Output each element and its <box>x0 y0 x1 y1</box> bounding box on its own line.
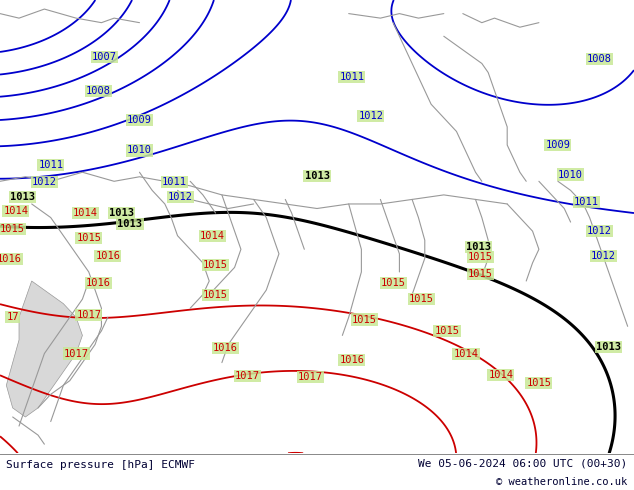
Text: 1013: 1013 <box>304 171 330 181</box>
Text: 1015: 1015 <box>526 378 552 388</box>
Text: 1010: 1010 <box>558 170 583 179</box>
Text: 1013: 1013 <box>117 220 143 229</box>
Text: 1016: 1016 <box>212 343 238 353</box>
Polygon shape <box>6 281 82 417</box>
Text: 1012: 1012 <box>586 226 612 236</box>
Text: 1014: 1014 <box>3 206 29 216</box>
Text: 1014: 1014 <box>488 370 514 380</box>
Text: 1014: 1014 <box>453 349 479 360</box>
Text: 1013: 1013 <box>10 192 35 202</box>
Text: Surface pressure [hPa] ECMWF: Surface pressure [hPa] ECMWF <box>6 460 195 470</box>
Text: 1015: 1015 <box>434 326 460 336</box>
Text: 1014: 1014 <box>200 231 225 241</box>
Text: 1016: 1016 <box>339 355 365 366</box>
Text: 1015: 1015 <box>468 269 493 279</box>
Text: 1015: 1015 <box>203 290 228 299</box>
Text: 1015: 1015 <box>409 294 434 304</box>
Text: 1012: 1012 <box>591 251 616 261</box>
Text: 1015: 1015 <box>380 278 406 288</box>
Text: 1012: 1012 <box>32 177 57 187</box>
Text: © weatheronline.co.uk: © weatheronline.co.uk <box>496 477 628 487</box>
Text: 1008: 1008 <box>586 54 612 64</box>
Text: 1015: 1015 <box>468 252 493 263</box>
Text: 1007: 1007 <box>92 51 117 62</box>
Text: 17: 17 <box>6 312 19 322</box>
Text: 1013: 1013 <box>109 208 134 218</box>
Text: 1010: 1010 <box>127 146 152 155</box>
Text: 1008: 1008 <box>86 86 111 96</box>
Text: 1017: 1017 <box>76 310 101 320</box>
Text: 1012: 1012 <box>168 192 193 202</box>
Text: 1017: 1017 <box>235 371 260 381</box>
Text: 1017: 1017 <box>63 348 89 359</box>
Text: 1011: 1011 <box>339 72 365 82</box>
Text: 1015: 1015 <box>203 260 228 270</box>
Text: 1015: 1015 <box>0 224 25 234</box>
Text: 1015: 1015 <box>352 315 377 324</box>
Text: 1014: 1014 <box>73 208 98 218</box>
Text: 1013: 1013 <box>466 242 491 252</box>
Text: 1016: 1016 <box>95 251 120 261</box>
Text: 1009: 1009 <box>127 115 152 125</box>
Text: 1011: 1011 <box>574 196 599 207</box>
Text: 1011: 1011 <box>38 160 63 171</box>
Text: 1017: 1017 <box>298 372 323 382</box>
Text: 1016: 1016 <box>0 254 22 264</box>
Text: 1015: 1015 <box>76 233 101 243</box>
Text: 1013: 1013 <box>596 342 621 352</box>
Text: 1012: 1012 <box>358 111 384 121</box>
Text: 1011: 1011 <box>162 177 187 187</box>
Text: 1016: 1016 <box>86 278 111 288</box>
Text: 1009: 1009 <box>545 140 571 150</box>
Text: We 05-06-2024 06:00 UTC (00+30): We 05-06-2024 06:00 UTC (00+30) <box>418 459 628 468</box>
